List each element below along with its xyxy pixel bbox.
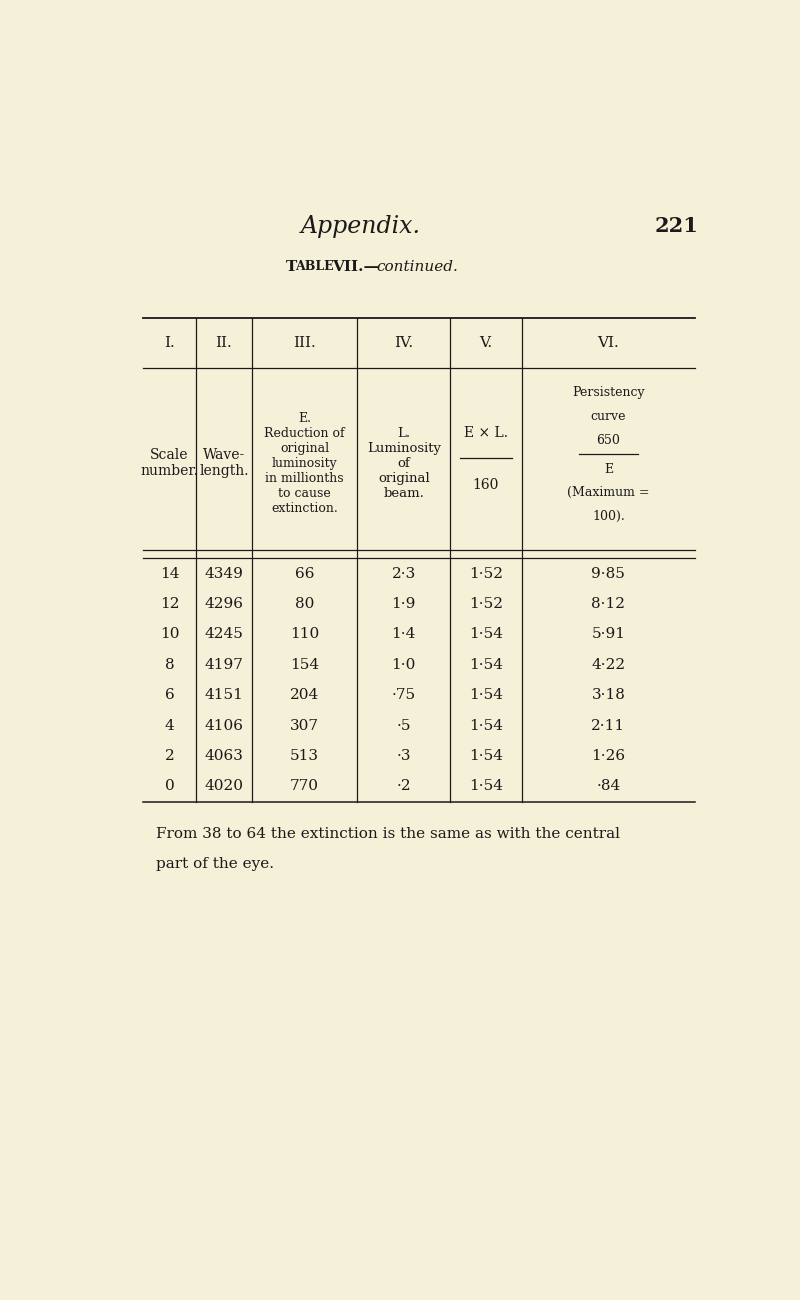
Text: E.
Reduction of
original
luminosity
in millionths
to cause
extinction.: E. Reduction of original luminosity in m…	[264, 412, 345, 515]
Text: Persistency: Persistency	[572, 386, 645, 399]
Text: Scale
number.: Scale number.	[141, 448, 198, 478]
Text: II.: II.	[216, 337, 232, 350]
Text: 0: 0	[165, 780, 174, 793]
Text: V.: V.	[479, 337, 492, 350]
Text: 2·11: 2·11	[591, 719, 626, 733]
Text: 80: 80	[295, 597, 314, 611]
Text: 1·54: 1·54	[469, 780, 502, 793]
Text: 1·54: 1·54	[469, 749, 502, 763]
Text: Wave-
length.: Wave- length.	[199, 448, 249, 478]
Text: ·2: ·2	[397, 780, 411, 793]
Text: 1·54: 1·54	[469, 688, 502, 702]
Text: 4245: 4245	[205, 628, 243, 641]
Text: T: T	[286, 260, 298, 274]
Text: I.: I.	[164, 337, 175, 350]
Text: E × L.: E × L.	[464, 426, 508, 441]
Text: III.: III.	[294, 337, 316, 350]
Text: part of the eye.: part of the eye.	[156, 857, 274, 871]
Text: ·3: ·3	[397, 749, 411, 763]
Text: 2: 2	[165, 749, 174, 763]
Text: 10: 10	[160, 628, 179, 641]
Text: ·5: ·5	[397, 719, 411, 733]
Text: 1·54: 1·54	[469, 628, 502, 641]
Text: 5·91: 5·91	[591, 628, 626, 641]
Text: 14: 14	[160, 567, 179, 581]
Text: 3·18: 3·18	[591, 688, 626, 702]
Text: curve: curve	[590, 411, 626, 424]
Text: 221: 221	[654, 216, 698, 237]
Text: (Maximum =: (Maximum =	[567, 486, 650, 499]
Text: 770: 770	[290, 780, 319, 793]
Text: 4063: 4063	[205, 749, 243, 763]
Text: 6: 6	[165, 688, 174, 702]
Text: Appendix.: Appendix.	[301, 214, 421, 238]
Text: E: E	[604, 463, 613, 476]
Text: 1·9: 1·9	[392, 597, 416, 611]
Text: 4020: 4020	[205, 780, 243, 793]
Text: ·84: ·84	[596, 780, 621, 793]
Text: 513: 513	[290, 749, 319, 763]
Text: 1·52: 1·52	[469, 597, 502, 611]
Text: 4106: 4106	[205, 719, 243, 733]
Text: L.
Luminosity
of
original
beam.: L. Luminosity of original beam.	[366, 426, 441, 499]
Text: 8·12: 8·12	[591, 597, 626, 611]
Text: 4151: 4151	[205, 688, 243, 702]
Text: 4·22: 4·22	[591, 658, 626, 672]
Text: ·75: ·75	[392, 688, 416, 702]
Text: 100).: 100).	[592, 511, 625, 524]
Text: 2·3: 2·3	[392, 567, 416, 581]
Text: 66: 66	[295, 567, 314, 581]
Text: 4296: 4296	[205, 597, 243, 611]
Text: 8: 8	[165, 658, 174, 672]
Text: VII.—: VII.—	[333, 260, 379, 274]
Text: 4197: 4197	[205, 658, 243, 672]
Text: ABLE: ABLE	[295, 260, 334, 273]
Text: IV.: IV.	[394, 337, 414, 350]
Text: 1·54: 1·54	[469, 658, 502, 672]
Text: 110: 110	[290, 628, 319, 641]
Text: 9·85: 9·85	[591, 567, 626, 581]
Text: 1·54: 1·54	[469, 719, 502, 733]
Text: 1·0: 1·0	[392, 658, 416, 672]
Text: 1·4: 1·4	[392, 628, 416, 641]
Text: From 38 to 64 the extinction is the same as with the central: From 38 to 64 the extinction is the same…	[156, 827, 620, 841]
Text: 4: 4	[165, 719, 174, 733]
Text: 154: 154	[290, 658, 319, 672]
Text: 12: 12	[160, 597, 179, 611]
Text: 204: 204	[290, 688, 319, 702]
Text: continued.: continued.	[376, 260, 458, 274]
Text: VI.: VI.	[598, 337, 619, 350]
Text: 160: 160	[473, 478, 499, 493]
Text: 1·52: 1·52	[469, 567, 502, 581]
Text: 1·26: 1·26	[591, 749, 626, 763]
Text: 307: 307	[290, 719, 319, 733]
Text: 4349: 4349	[205, 567, 243, 581]
Text: 650: 650	[597, 434, 620, 447]
